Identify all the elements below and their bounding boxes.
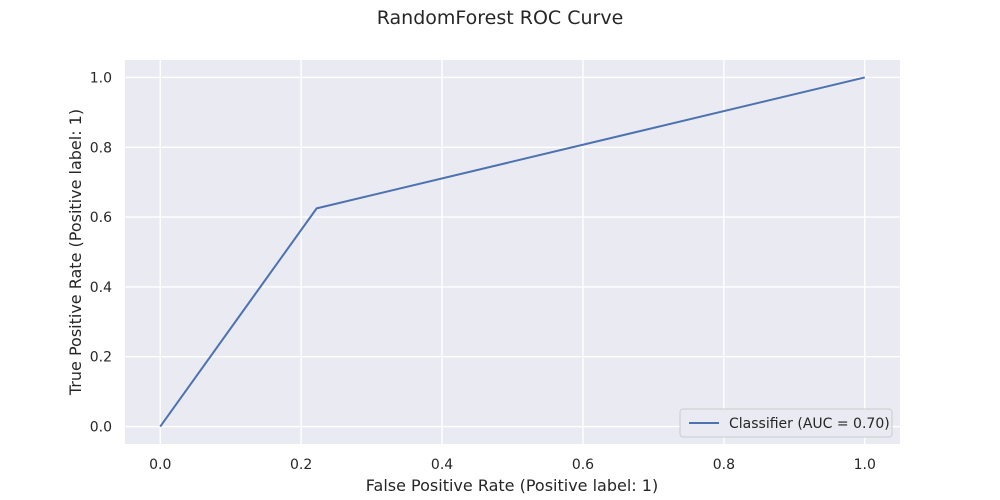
y-tick-label: 0.6 xyxy=(90,210,112,226)
y-tick-label: 0.8 xyxy=(90,140,112,156)
x-tick-label: 1.0 xyxy=(854,457,876,473)
x-axis-label: False Positive Rate (Positive label: 1) xyxy=(366,476,658,495)
x-grid xyxy=(159,60,866,444)
legend-box xyxy=(679,408,893,438)
x-tick-label: 0.2 xyxy=(290,457,312,473)
plot-area xyxy=(125,60,900,444)
y-tick-labels: 0.0 0.2 0.4 0.6 0.8 1.0 xyxy=(90,70,112,435)
chart-title: RandomForest ROC Curve xyxy=(377,7,624,29)
x-tick-label: 0.6 xyxy=(572,457,594,473)
y-tick-label: 0.4 xyxy=(90,280,112,296)
legend: Classifier (AUC = 0.70) xyxy=(679,408,893,438)
x-tick-label: 0.8 xyxy=(713,457,735,473)
x-tick-label: 0.0 xyxy=(149,457,171,473)
legend-entry-label: Classifier (AUC = 0.70) xyxy=(729,416,890,432)
series-layer xyxy=(159,76,866,428)
y-axis-label: True Positive Rate (Positive label: 1) xyxy=(66,109,85,396)
y-tick-label: 0.2 xyxy=(90,350,112,366)
roc-curve-line xyxy=(159,76,866,428)
y-tick-label: 0.0 xyxy=(90,420,112,436)
y-tick-label: 1.0 xyxy=(90,70,112,86)
x-tick-labels: 0.0 0.2 0.4 0.6 0.8 1.0 xyxy=(149,457,876,473)
y-grid xyxy=(125,76,900,428)
x-tick-label: 0.4 xyxy=(431,457,453,473)
